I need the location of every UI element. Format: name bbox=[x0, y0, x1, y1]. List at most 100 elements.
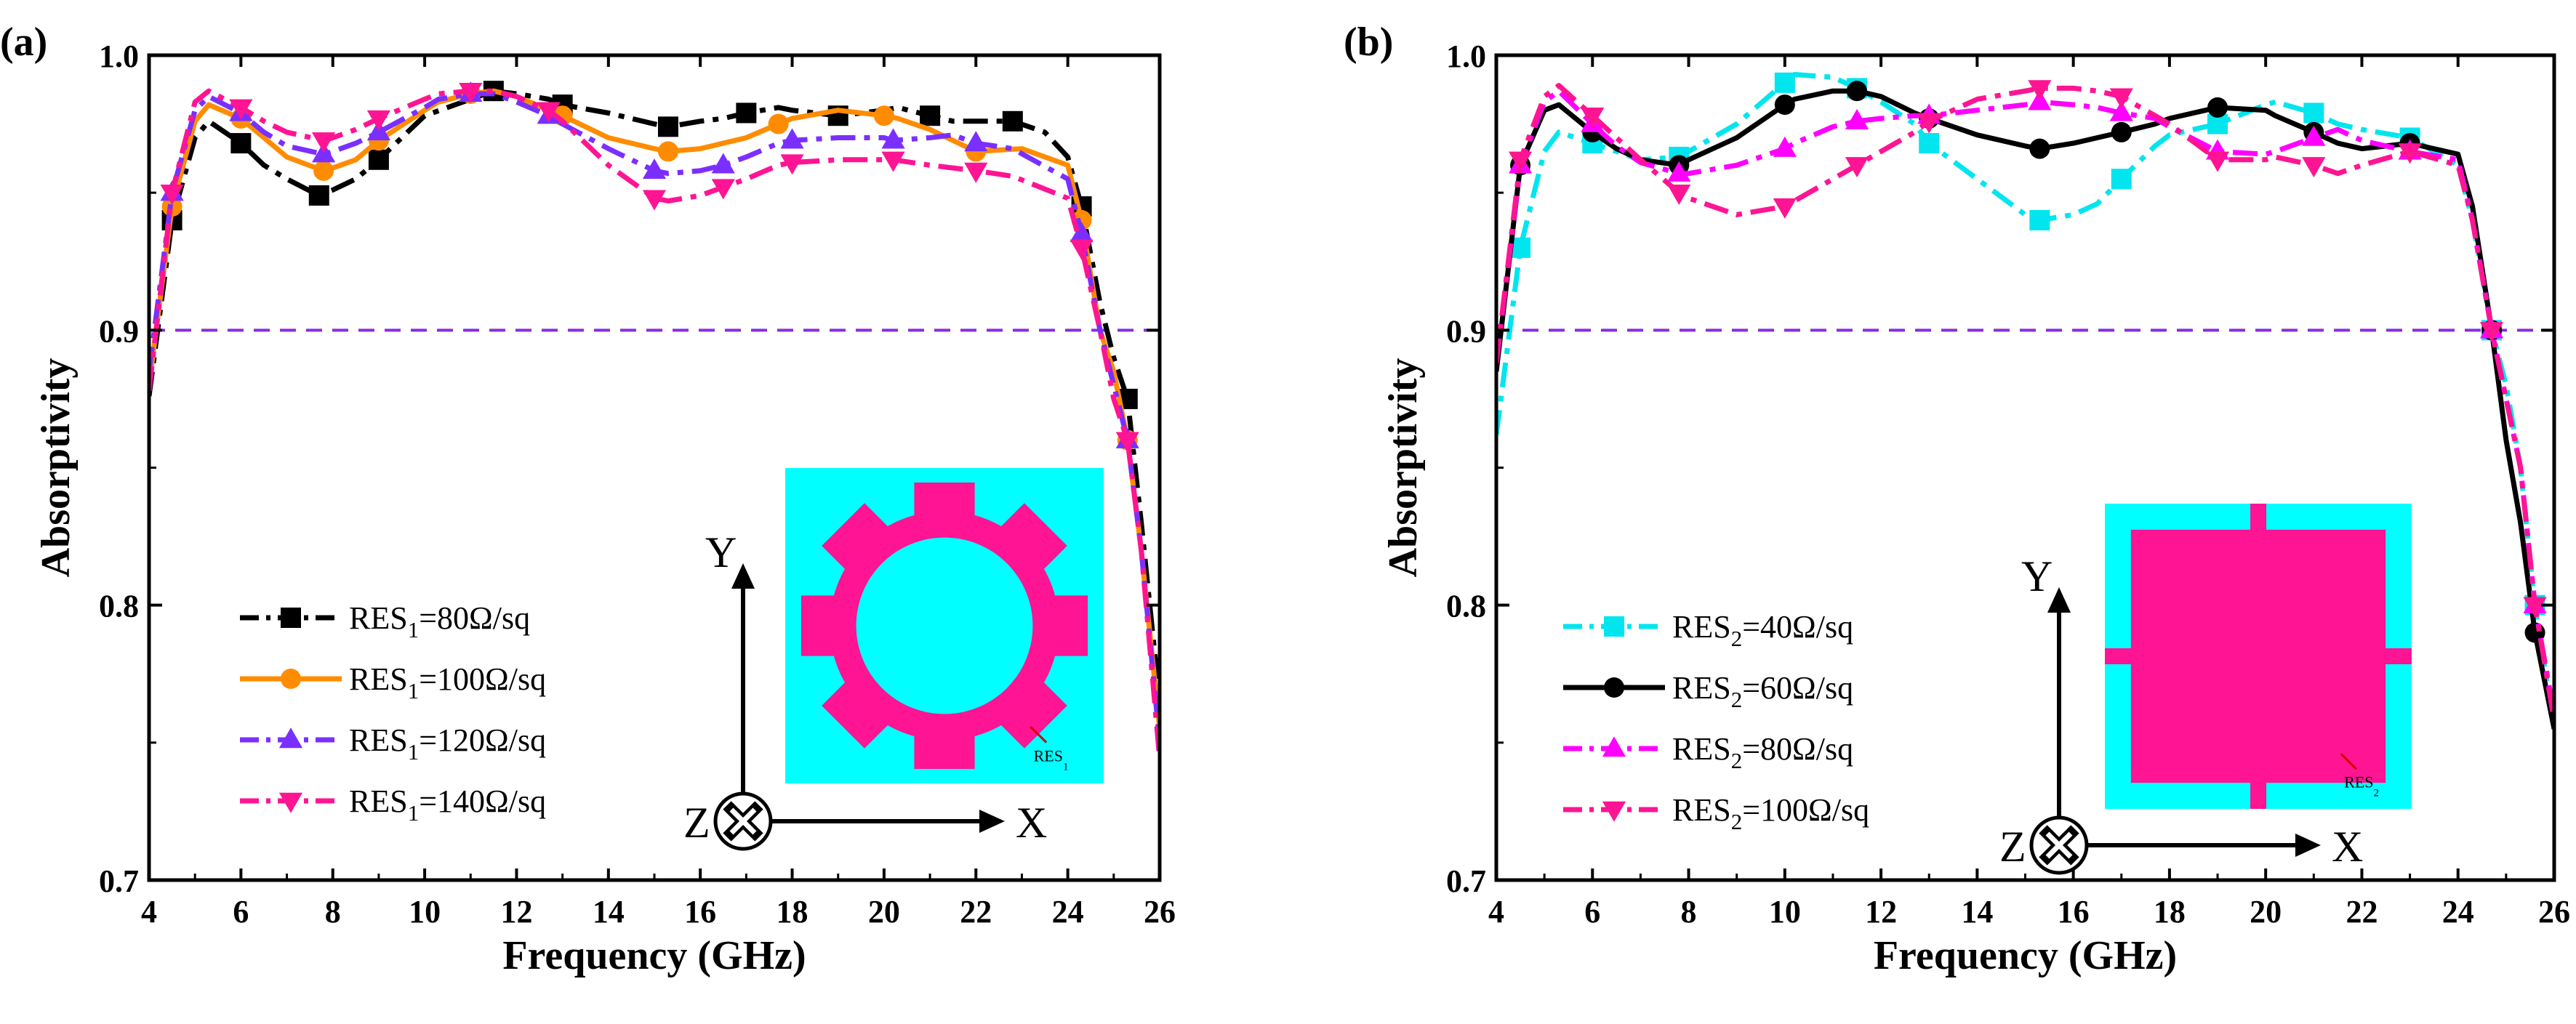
data-point bbox=[368, 149, 389, 170]
data-point bbox=[1845, 157, 1869, 178]
data-point bbox=[711, 179, 735, 200]
y-arrowhead-icon bbox=[731, 563, 755, 589]
inset-resistor-label: RES2 bbox=[2344, 773, 2379, 799]
data-point bbox=[1581, 108, 1605, 129]
data-point bbox=[964, 131, 988, 152]
legend-label: RES1=80Ω/sq bbox=[349, 600, 530, 642]
panel-label: (a) bbox=[0, 20, 47, 65]
y-axis-title: Absorptivity bbox=[33, 358, 79, 578]
inset-cross-horizontal bbox=[2105, 648, 2412, 664]
data-point bbox=[2029, 210, 2050, 230]
legend-label: RES2=80Ω/sq bbox=[1672, 731, 1853, 773]
y-tick-label: 1.0 bbox=[99, 39, 139, 74]
data-point bbox=[1845, 109, 1869, 129]
data-point bbox=[160, 184, 184, 205]
data-point bbox=[2207, 97, 2228, 118]
panel-label: (b) bbox=[1344, 20, 1393, 65]
data-point bbox=[313, 160, 334, 181]
y-tick-label: 0.7 bbox=[1446, 863, 1486, 899]
y-tick-label: 1.0 bbox=[1446, 39, 1486, 74]
x-tick-label: 8 bbox=[325, 894, 341, 930]
legend-label: RES1=100Ω/sq bbox=[349, 661, 546, 704]
resistor-marker bbox=[2340, 753, 2358, 770]
data-point bbox=[768, 113, 789, 134]
data-point bbox=[2109, 88, 2133, 109]
data-point bbox=[711, 153, 735, 174]
x-tick-label: 18 bbox=[2154, 894, 2186, 930]
data-point bbox=[2028, 80, 2052, 101]
y-axis-label: Y bbox=[2021, 552, 2053, 600]
y-tick-label: 0.7 bbox=[99, 863, 139, 899]
legend-label: RES1=120Ω/sq bbox=[349, 722, 546, 765]
data-point bbox=[1919, 133, 1940, 154]
x-tick-label: 24 bbox=[2442, 894, 2474, 930]
data-point bbox=[2111, 169, 2132, 190]
x-tick-label: 24 bbox=[1052, 894, 1084, 930]
data-point bbox=[537, 102, 561, 123]
y-tick-label: 0.8 bbox=[99, 589, 139, 624]
legend-label: RES2=40Ω/sq bbox=[1672, 609, 1853, 651]
data-point bbox=[281, 608, 301, 628]
y-tick-label: 0.9 bbox=[1446, 313, 1486, 349]
x-tick-label: 26 bbox=[2538, 894, 2570, 930]
data-point bbox=[1070, 222, 1094, 243]
chart-b: (b) RES2 X Y Z 4 6 8 10 12 14 16 18 20 22 24 26 0.7 0.8 0.9… bbox=[1344, 20, 2570, 978]
x-tick-label: 6 bbox=[233, 894, 249, 930]
series-line bbox=[149, 88, 1160, 759]
x-tick-label: 10 bbox=[409, 894, 441, 930]
x-tick-label: 8 bbox=[1681, 894, 1697, 930]
x-tick-label: 4 bbox=[1488, 894, 1504, 930]
data-point bbox=[2302, 157, 2326, 178]
data-point bbox=[642, 158, 667, 180]
x-axis-label: X bbox=[1016, 799, 1047, 847]
y-axis-title: Absorptivity bbox=[1381, 358, 1426, 578]
x-tick-label: 20 bbox=[868, 894, 900, 930]
series-4 bbox=[149, 82, 1160, 759]
x-tick-label: 14 bbox=[1961, 894, 1993, 930]
data-point bbox=[873, 105, 894, 126]
data-point bbox=[2523, 597, 2547, 618]
x-arrowhead-icon bbox=[2295, 834, 2321, 857]
data-point bbox=[964, 162, 988, 183]
data-point bbox=[1602, 736, 1626, 757]
series-line bbox=[149, 88, 1160, 730]
data-point bbox=[1667, 161, 1691, 182]
x-tick-label: 16 bbox=[684, 894, 716, 930]
chart-a: (a) RES1 X Y Z 4 6 8 10 12 14 16 18 20 22 24 26 0.7 0.8 0.9… bbox=[0, 20, 1176, 978]
legend: RES2=40Ω/sq RES2=60Ω/sq RES2=80Ω/sq RES2=10… bbox=[1563, 609, 1869, 834]
unit-cell-inset: RES1 bbox=[785, 468, 1104, 783]
data-point bbox=[2205, 151, 2230, 172]
data-point bbox=[1604, 616, 1624, 637]
data-point bbox=[1070, 239, 1094, 260]
x-axis-label: X bbox=[2332, 823, 2363, 871]
data-point bbox=[278, 727, 303, 749]
y-tick-label: 0.8 bbox=[1446, 589, 1486, 624]
x-tick-label: 26 bbox=[1144, 894, 1176, 930]
data-point bbox=[2029, 138, 2050, 159]
series-line bbox=[1496, 83, 2554, 722]
data-point bbox=[1773, 198, 1797, 219]
data-point bbox=[1774, 72, 1795, 93]
unit-cell-inset: RES2 bbox=[2105, 504, 2412, 809]
x-tick-label: 6 bbox=[1584, 894, 1600, 930]
x-arrowhead-icon bbox=[979, 810, 1005, 833]
series-line bbox=[149, 88, 1160, 702]
resistor-marker bbox=[1030, 725, 1048, 743]
data-point bbox=[920, 105, 941, 126]
data-point bbox=[780, 128, 804, 149]
data-point bbox=[1774, 94, 1795, 116]
data-point bbox=[1115, 432, 1139, 453]
data-point bbox=[780, 154, 804, 175]
data-point bbox=[736, 102, 757, 124]
inset-resistor-label: RES1 bbox=[1034, 747, 1069, 773]
series-4 bbox=[1496, 80, 2554, 722]
x-tick-label: 16 bbox=[2058, 894, 2090, 930]
data-point bbox=[881, 151, 905, 172]
z-cross-inner bbox=[729, 807, 757, 835]
gear-hole bbox=[856, 537, 1033, 714]
data-point bbox=[278, 792, 303, 813]
x-tick-label: 22 bbox=[2346, 894, 2378, 930]
x-tick-label: 22 bbox=[960, 894, 992, 930]
z-axis-label: Z bbox=[1999, 823, 2026, 871]
